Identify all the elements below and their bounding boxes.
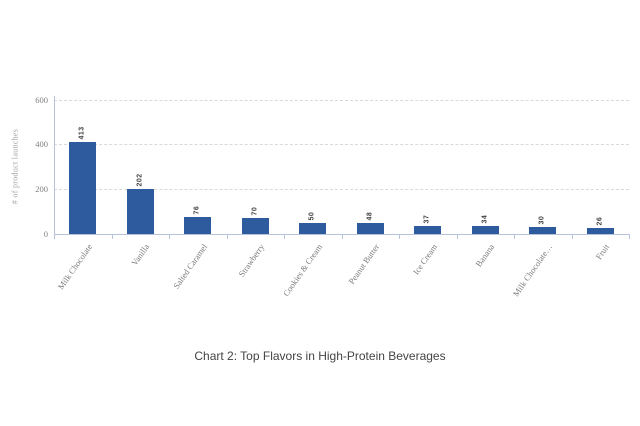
x-tick-mark <box>54 234 55 239</box>
x-tick-mark <box>112 234 113 239</box>
x-category-label: Ice Cream <box>410 242 440 277</box>
x-category-label: Milk Chocolate <box>55 242 95 292</box>
bar-value-label: 70 <box>251 206 259 216</box>
bar-cookies-cream <box>299 223 326 234</box>
y-tick-label: 0 <box>43 229 48 239</box>
bar-value-label: 37 <box>423 214 431 224</box>
gridline-y-400 <box>54 144 629 145</box>
bar-strawberry <box>242 218 269 234</box>
bar-value-label: 50 <box>308 211 316 221</box>
y-tick-label: 600 <box>35 95 48 105</box>
bar-milk-chocolate- <box>529 227 556 234</box>
x-category-label: Peanut Butter <box>346 242 382 286</box>
bar-milk-chocolate <box>69 142 96 234</box>
bar-value-label: 26 <box>596 216 604 226</box>
x-category-label: Fruit <box>593 242 612 262</box>
bar-vanilla <box>127 189 154 234</box>
x-category-label: Vanilla <box>129 242 152 268</box>
x-tick-mark <box>399 234 400 239</box>
y-axis-title: # of product launches <box>10 128 20 205</box>
x-tick-mark <box>457 234 458 239</box>
x-tick-mark <box>284 234 285 239</box>
bar-fruit <box>587 228 614 234</box>
x-tick-mark <box>342 234 343 239</box>
bar-peanut-butter <box>357 223 384 234</box>
x-category-label: Strawberry <box>236 242 267 279</box>
x-category-label: Banana <box>473 242 497 269</box>
x-tick-mark <box>169 234 170 239</box>
bar-value-label: 76 <box>193 205 201 215</box>
x-category-label: Cookies & Cream <box>280 242 325 299</box>
bar-ice-cream <box>414 226 441 234</box>
x-tick-mark <box>572 234 573 239</box>
x-category-label: Salted Caramel <box>171 242 210 291</box>
x-tick-mark <box>514 234 515 239</box>
bar-value-label: 30 <box>538 215 546 225</box>
bar-value-label: 34 <box>481 214 489 224</box>
gridline-y-200 <box>54 189 629 190</box>
bar-salted-caramel <box>184 217 211 234</box>
y-tick-label: 400 <box>35 139 48 149</box>
bar-banana <box>472 226 499 234</box>
y-axis-line <box>54 96 55 235</box>
y-tick-label: 200 <box>35 184 48 194</box>
bar-value-label: 48 <box>366 211 374 221</box>
x-category-label: Milk Chocolate… <box>510 242 555 299</box>
bar-value-label: 202 <box>136 173 144 187</box>
bar-value-label: 413 <box>78 126 86 140</box>
x-tick-mark <box>227 234 228 239</box>
gridline-y-600 <box>54 100 629 101</box>
chart-title: Chart 2: Top Flavors in High-Protein Bev… <box>194 349 446 363</box>
x-tick-mark <box>629 234 630 239</box>
